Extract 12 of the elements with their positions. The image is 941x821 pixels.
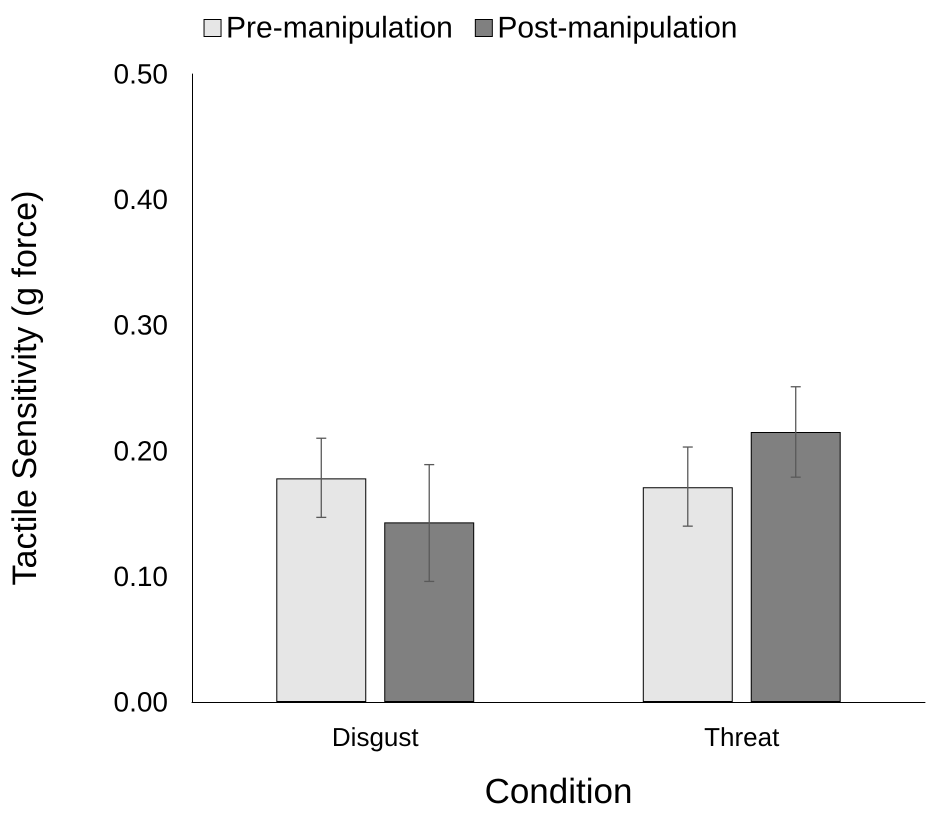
y-tick-label: 0.50 xyxy=(114,58,168,90)
legend-label: Pre-manipulation xyxy=(226,12,453,44)
y-tick-label: 0.30 xyxy=(114,310,168,341)
y-axis-title: Tactile Sensitivity (g force) xyxy=(6,190,44,586)
legend-label: Post-manipulation xyxy=(497,12,738,44)
x-tick-label: Threat xyxy=(704,722,780,752)
y-tick-label: 0.10 xyxy=(114,560,168,592)
y-tick-label: 0.20 xyxy=(114,435,168,466)
y-tick-label: 0.00 xyxy=(114,686,168,718)
x-tick-label: Disgust xyxy=(332,722,420,752)
x-axis-title: Condition xyxy=(484,772,632,811)
y-tick-label: 0.40 xyxy=(114,184,168,216)
